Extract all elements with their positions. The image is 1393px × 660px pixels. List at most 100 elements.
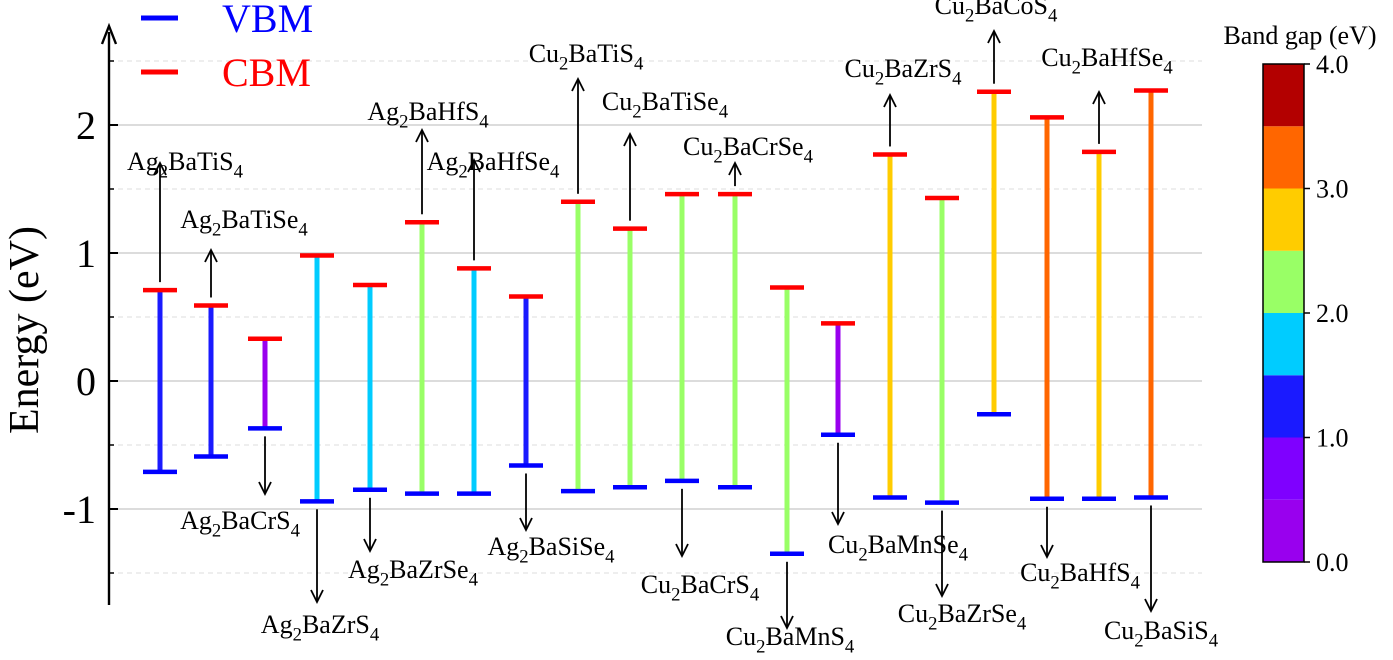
formula-subscript: 2 bbox=[458, 161, 467, 182]
formula-text: BaSiS bbox=[1144, 616, 1209, 645]
axes: Energy (eV) -1 0 1 2 bbox=[2, 22, 118, 605]
formula-text: Ag bbox=[261, 610, 293, 639]
formula-text: Cu bbox=[602, 87, 632, 116]
compound-label: Cu2​BaHfSe4​ bbox=[1041, 43, 1173, 78]
formula-text: Ag bbox=[367, 97, 399, 126]
formula-subscript: 2 bbox=[399, 111, 408, 132]
label-arrowhead bbox=[571, 76, 585, 92]
compound-label: Cu2​BaSiS4​ bbox=[1104, 616, 1219, 651]
label-arrowhead bbox=[1144, 598, 1158, 614]
colorbar-tick-label: 1.0 bbox=[1316, 424, 1349, 453]
label-arrowhead bbox=[310, 589, 324, 605]
label-arrowhead bbox=[467, 157, 481, 173]
legend: VBM CBM bbox=[141, 0, 313, 95]
formula-subscript: 2 bbox=[1134, 630, 1143, 651]
formula-subscript: 2 bbox=[756, 636, 765, 657]
label-arrowhead bbox=[623, 131, 637, 147]
formula-text: BaMnSe bbox=[868, 530, 959, 559]
formula-text: BaZrS bbox=[884, 54, 952, 83]
formula-text: Ag bbox=[180, 506, 212, 535]
compound-label: Cu2​BaMnS4​ bbox=[726, 622, 855, 657]
formula-text: BaMnS bbox=[765, 622, 844, 651]
compound-label: Cu2​BaMnSe4​ bbox=[828, 530, 969, 565]
compound-label: Cu2​BaZrS4​ bbox=[845, 54, 963, 89]
formula-text: Cu bbox=[1041, 43, 1071, 72]
formula-subscript: 4 bbox=[1209, 630, 1219, 651]
formula-text: BaTiS bbox=[568, 39, 634, 68]
formula-text: BaCoS bbox=[974, 0, 1048, 20]
formula-subscript: 4 bbox=[291, 520, 301, 541]
label-arrowhead bbox=[415, 127, 429, 143]
formula-text: BaZrS bbox=[302, 610, 370, 639]
formula-subscript: 2 bbox=[1072, 57, 1081, 78]
formula-text: BaCrS bbox=[681, 570, 750, 599]
formula-subscript: 4 bbox=[370, 624, 380, 645]
formula-text: Cu bbox=[1104, 616, 1134, 645]
formula-subscript: 4 bbox=[845, 636, 855, 657]
label-arrowhead bbox=[675, 543, 689, 559]
formula-text: Cu bbox=[845, 54, 875, 83]
formula-subscript: 2 bbox=[212, 520, 221, 541]
formula-text: BaTiSe bbox=[642, 87, 719, 116]
formula-text: BaTiSe bbox=[221, 205, 298, 234]
formula-text: BaTiS bbox=[168, 147, 234, 176]
colorbar-bin bbox=[1263, 64, 1304, 127]
compound-label: Ag2​BaTiS4​ bbox=[127, 147, 244, 182]
colorbar: Band gap (eV) 0.0 1.0 2.0 3.0 4.0 bbox=[1223, 21, 1376, 577]
formula-subscript: 2 bbox=[858, 544, 867, 565]
formula-subscript: 2 bbox=[928, 613, 937, 634]
formula-subscript: 4 bbox=[750, 584, 760, 605]
compound-label: Ag2​BaHfSe4​ bbox=[427, 147, 560, 182]
y-tick-label: 1 bbox=[76, 231, 96, 276]
colorbar-bin bbox=[1263, 188, 1304, 251]
grid bbox=[109, 60, 1202, 574]
formula-text: Ag bbox=[127, 147, 159, 176]
compound-label: Cu2​BaHfS4​ bbox=[1020, 558, 1140, 593]
formula-subscript: 4 bbox=[469, 569, 479, 590]
formula-text: Ag bbox=[487, 532, 519, 561]
formula-text: BaHfS bbox=[1060, 558, 1131, 587]
formula-subscript: 2 bbox=[293, 624, 302, 645]
colorbar-title: Band gap (eV) bbox=[1223, 21, 1376, 50]
colorbar-tick-label: 4.0 bbox=[1316, 50, 1349, 79]
y-tick-label: 2 bbox=[76, 103, 96, 148]
formula-subscript: 2 bbox=[159, 161, 168, 182]
formula-subscript: 4 bbox=[1048, 5, 1058, 26]
formula-text: Ag bbox=[427, 147, 459, 176]
colorbar-bin bbox=[1263, 437, 1304, 500]
formula-subscript: 4 bbox=[1017, 613, 1027, 634]
formula-subscript: 2 bbox=[212, 219, 221, 240]
formula-text: Cu bbox=[935, 0, 965, 20]
formula-text: BaHfSe bbox=[1081, 43, 1163, 72]
label-arrowhead bbox=[935, 583, 949, 599]
compound-label: Cu2​BaZrSe4​ bbox=[898, 599, 1027, 634]
formula-subscript: 2 bbox=[713, 146, 722, 167]
y-axis-arrowhead bbox=[100, 22, 118, 45]
y-tick-label: 0 bbox=[76, 359, 96, 404]
formula-text: Cu bbox=[726, 622, 756, 651]
compound-label: Ag2​BaCrS4​ bbox=[180, 506, 300, 541]
formula-text: BaHfSe bbox=[468, 147, 550, 176]
y-axis-label: Energy (eV) bbox=[2, 226, 48, 434]
series-marks bbox=[143, 88, 1168, 557]
formula-subscript: 4 bbox=[298, 219, 308, 240]
formula-subscript: 2 bbox=[671, 584, 680, 605]
formula-subscript: 4 bbox=[959, 544, 969, 565]
colorbar-tick-label: 2.0 bbox=[1316, 299, 1349, 328]
formula-subscript: 4 bbox=[719, 101, 729, 122]
colorbar-bin bbox=[1263, 126, 1304, 189]
label-arrowhead bbox=[728, 160, 742, 176]
compound-label: Ag2​BaHfS4​ bbox=[367, 97, 489, 132]
label-arrowhead bbox=[883, 92, 897, 108]
formula-text: Cu bbox=[641, 570, 671, 599]
formula-text: BaZrSe bbox=[389, 555, 468, 584]
compound-label: Ag2​BaTiSe4​ bbox=[180, 205, 308, 240]
formula-text: Cu bbox=[898, 599, 928, 628]
legend-label: VBM bbox=[222, 0, 313, 41]
colorbar-bin bbox=[1263, 250, 1304, 313]
label-arrowhead bbox=[153, 160, 167, 176]
formula-subscript: 2 bbox=[559, 53, 568, 74]
label-arrowhead bbox=[258, 481, 272, 497]
compound-label: Ag2​BaSiSe4​ bbox=[487, 532, 615, 567]
